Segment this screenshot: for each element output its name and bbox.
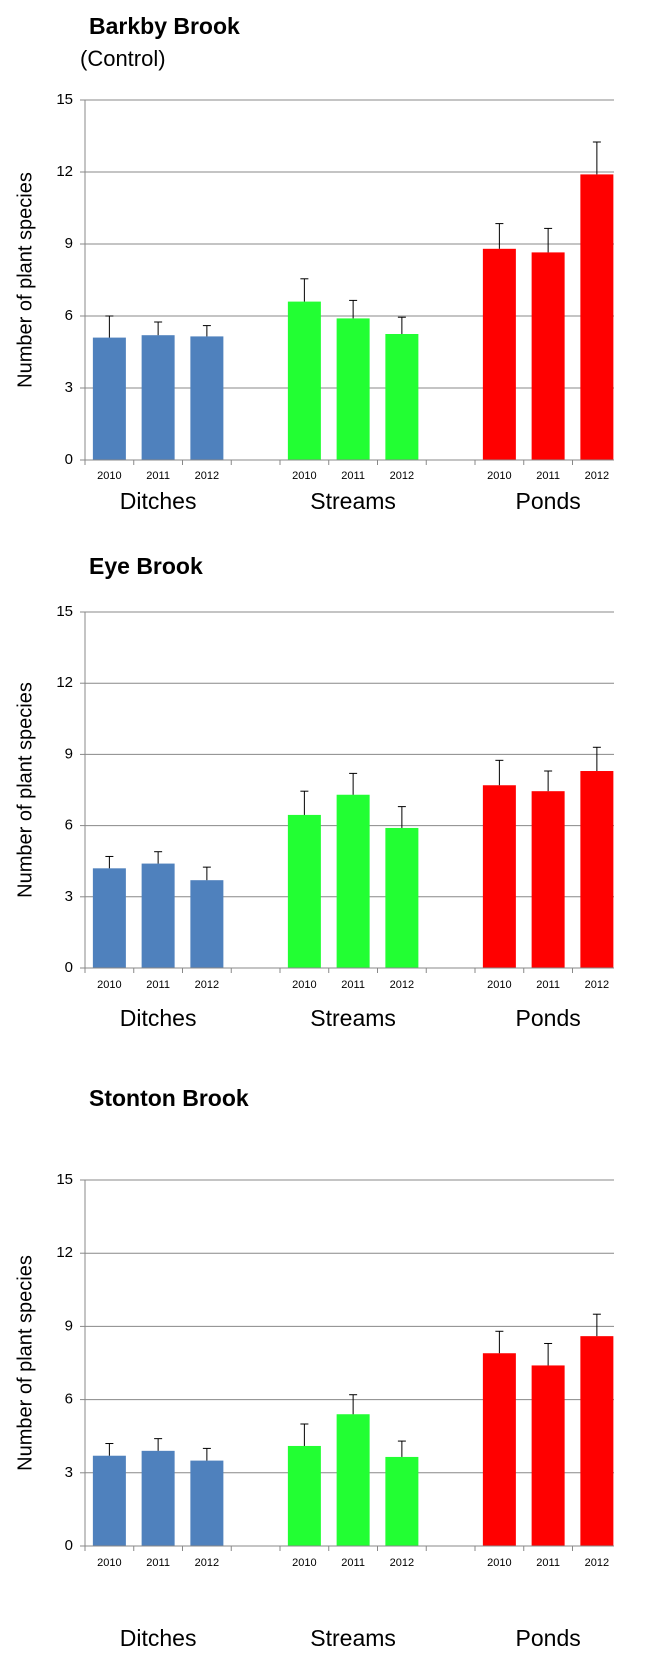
bar — [287, 1445, 321, 1546]
y-tick-label: 9 — [65, 235, 73, 252]
bar — [92, 868, 126, 968]
bar — [531, 791, 565, 968]
chart-title: Eye Brook — [89, 553, 203, 579]
bar — [336, 1414, 370, 1546]
x-tick-label: 2010 — [292, 979, 316, 991]
bar — [385, 1456, 419, 1546]
chart-title: Stonton Brook — [89, 1085, 249, 1111]
group-label: Streams — [310, 1625, 396, 1651]
chart-subtitle: (Control) — [80, 46, 166, 71]
group-label: Ditches — [120, 1625, 197, 1651]
x-tick-label: 2011 — [341, 979, 365, 991]
y-tick-label: 12 — [56, 1244, 73, 1261]
x-tick-label: 2011 — [341, 1557, 365, 1569]
x-tick-label: 2012 — [390, 1557, 414, 1569]
group-label: Ponds — [516, 1625, 581, 1651]
x-tick-label: 2011 — [536, 979, 560, 991]
y-tick-label: 9 — [65, 745, 73, 762]
bar — [482, 785, 516, 968]
y-axis-label: Number of plant species — [14, 1255, 36, 1471]
bar — [580, 1336, 614, 1546]
x-tick-label: 2011 — [536, 470, 560, 482]
y-tick-label: 12 — [56, 674, 73, 691]
y-tick-label: 6 — [65, 817, 73, 834]
bar — [482, 248, 516, 460]
bar — [580, 771, 614, 968]
x-tick-label: 2012 — [390, 470, 414, 482]
group-label: Streams — [310, 1005, 396, 1031]
y-tick-label: 3 — [65, 1464, 73, 1481]
x-tick-label: 2010 — [292, 470, 316, 482]
bar — [141, 335, 175, 460]
bar — [190, 880, 224, 968]
y-tick-label: 15 — [56, 91, 73, 108]
group-label: Ditches — [120, 488, 197, 514]
y-tick-label: 6 — [65, 1391, 73, 1408]
y-tick-label: 0 — [65, 451, 73, 468]
x-tick-label: 2010 — [487, 1557, 511, 1569]
y-tick-label: 9 — [65, 1317, 73, 1334]
bar — [141, 1450, 175, 1546]
bar — [336, 794, 370, 968]
y-axis-label: Number of plant species — [14, 172, 36, 388]
bar — [287, 814, 321, 968]
x-tick-label: 2010 — [97, 979, 121, 991]
bar — [385, 334, 419, 460]
x-tick-label: 2011 — [341, 470, 365, 482]
x-tick-label: 2011 — [146, 979, 170, 991]
x-tick-label: 2012 — [585, 1557, 609, 1569]
group-label: Ditches — [120, 1005, 197, 1031]
y-tick-label: 3 — [65, 379, 73, 396]
bar — [92, 1455, 126, 1546]
x-tick-label: 2010 — [487, 979, 511, 991]
x-tick-label: 2010 — [97, 470, 121, 482]
x-tick-label: 2012 — [585, 470, 609, 482]
y-axis-label: Number of plant species — [14, 682, 36, 898]
y-tick-label: 3 — [65, 888, 73, 905]
x-tick-label: 2010 — [487, 470, 511, 482]
y-tick-label: 0 — [65, 1537, 73, 1554]
bar — [531, 252, 565, 460]
y-tick-label: 0 — [65, 959, 73, 976]
y-tick-label: 15 — [56, 603, 73, 620]
bar — [385, 827, 419, 968]
charts: Barkby Brook (Control) Number of plant spe… — [14, 13, 614, 1651]
y-tick-label: 15 — [56, 1171, 73, 1188]
x-tick-label: 2012 — [195, 979, 219, 991]
bar — [190, 1460, 224, 1546]
x-tick-label: 2012 — [195, 470, 219, 482]
x-tick-label: 2012 — [195, 1557, 219, 1569]
bar — [336, 318, 370, 460]
x-tick-label: 2010 — [292, 1557, 316, 1569]
bar — [287, 301, 321, 460]
y-tick-label: 12 — [56, 163, 73, 180]
group-label: Ponds — [516, 488, 581, 514]
group-label: Ponds — [516, 1005, 581, 1031]
chart-title: Barkby Brook — [89, 13, 240, 39]
x-tick-label: 2011 — [146, 1557, 170, 1569]
bar — [190, 336, 224, 460]
bar — [580, 174, 614, 460]
x-tick-label: 2012 — [390, 979, 414, 991]
bar — [531, 1365, 565, 1546]
x-tick-label: 2011 — [536, 1557, 560, 1569]
x-tick-label: 2012 — [585, 979, 609, 991]
group-label: Streams — [310, 488, 396, 514]
x-tick-label: 2011 — [146, 470, 170, 482]
bar — [141, 863, 175, 968]
bar — [482, 1353, 516, 1546]
bar — [92, 337, 126, 460]
x-tick-label: 2010 — [97, 1557, 121, 1569]
y-tick-label: 6 — [65, 307, 73, 324]
